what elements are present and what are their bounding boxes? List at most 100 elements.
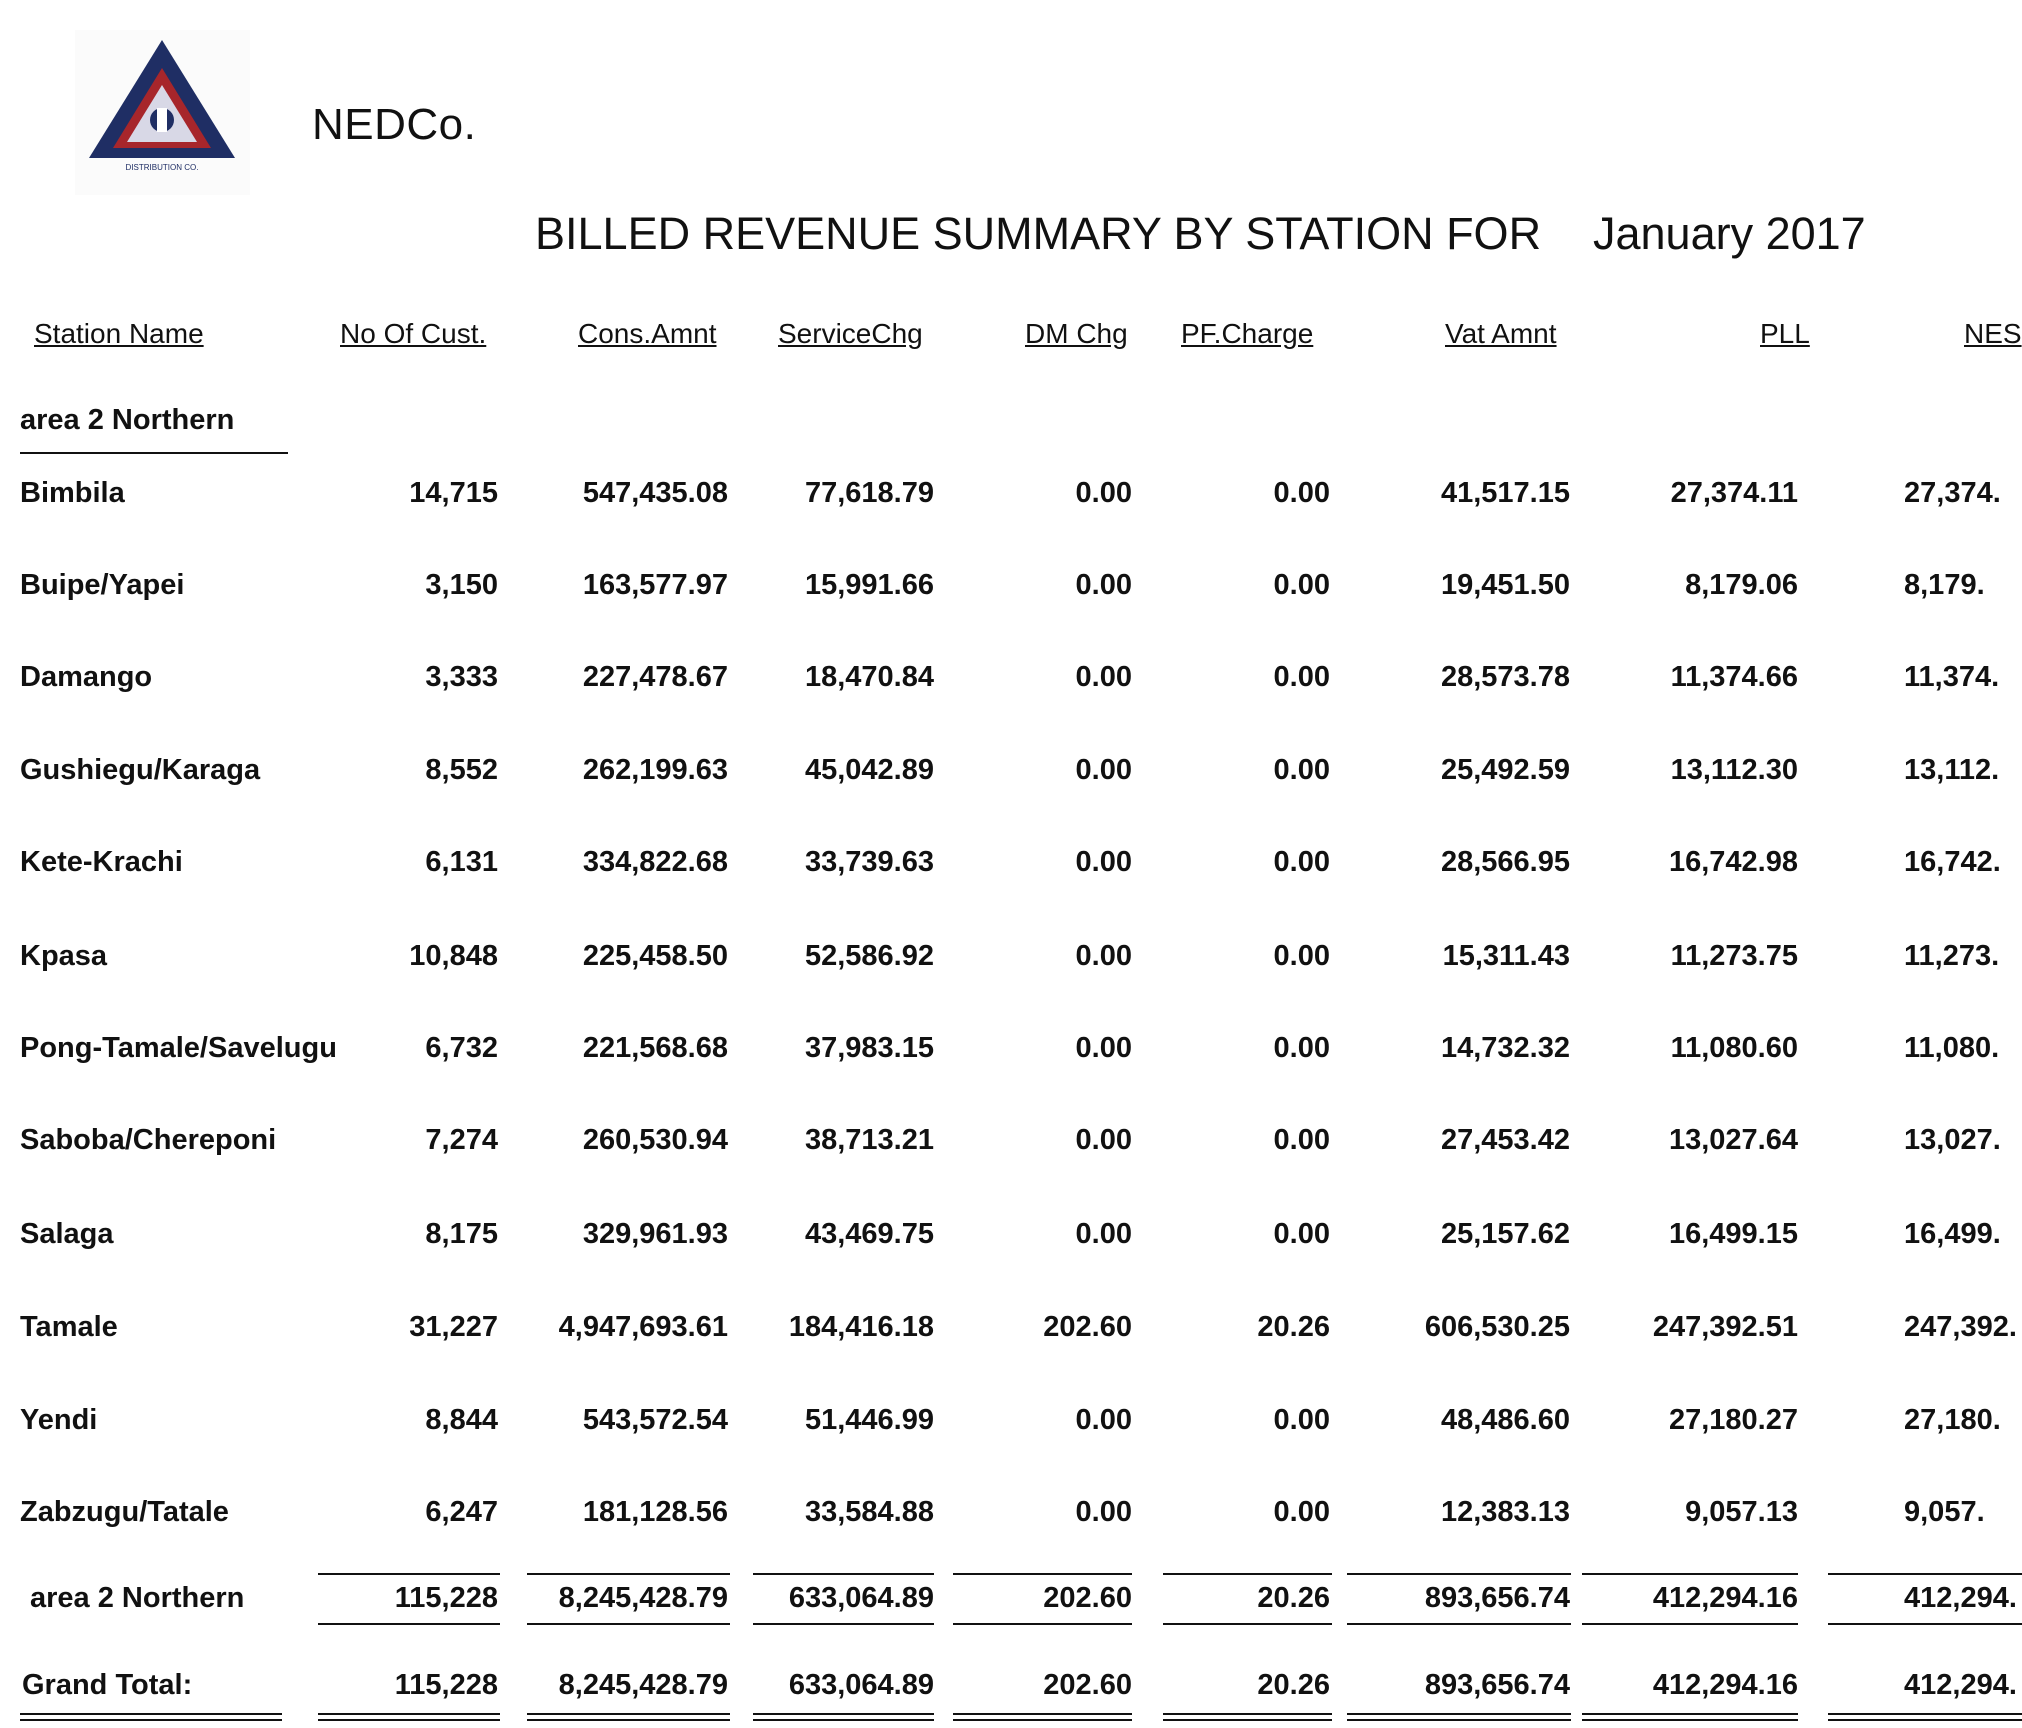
grand-total-customer-count: 115,228: [394, 1669, 498, 1701]
column-header-cons-amnt: Cons.Amnt: [578, 318, 717, 349]
subtotal-top-rule: [753, 1573, 934, 1575]
cons-amount: 262,199.63: [582, 754, 728, 786]
service-charge: 38,713.21: [804, 1124, 934, 1156]
column-header-dm-chg: DM Chg: [1025, 318, 1128, 349]
vat-amount: 28,566.95: [1440, 846, 1570, 878]
report-title: BILLED REVENUE SUMMARY BY STATION FOR: [535, 208, 1542, 259]
customer-count: 8,175: [425, 1218, 498, 1250]
column-header-pf-charge: PF.Charge: [1181, 318, 1314, 349]
service-charge: 184,416.18: [788, 1311, 934, 1343]
customer-count: 6,732: [425, 1032, 498, 1064]
subtotal-row: area 2 Northern 115,228 8,245,428.79 633…: [0, 1582, 2022, 1622]
pf-charge: 0.00: [1273, 1404, 1330, 1436]
subtotal-bottom-rule: [527, 1623, 730, 1625]
customer-count: 31,227: [409, 1311, 498, 1343]
grand-total-double-rule: [1347, 1719, 1571, 1721]
vat-amount: 48,486.60: [1440, 1404, 1570, 1436]
nes-amount: 11,273.: [1904, 940, 2000, 972]
vat-amount: 15,311.43: [1442, 940, 1570, 972]
subtotal-label: area 2 Northern: [30, 1582, 245, 1614]
subtotal-top-rule: [318, 1573, 500, 1575]
dm-charge: 0.00: [1075, 754, 1132, 786]
vat-amount: 28,573.78: [1440, 661, 1570, 693]
pll-amount: 13,112.30: [1670, 754, 1798, 786]
table-row: Tamale 31,227 4,947,693.61 184,416.18 20…: [0, 1311, 2022, 1351]
pf-charge: 0.00: [1273, 1496, 1330, 1528]
pll-amount: 9,057.13: [1685, 1496, 1798, 1528]
table-row: Yendi 8,844 543,572.54 51,446.99 0.00 0.…: [0, 1404, 2022, 1444]
nes-amount: 9,057.: [1904, 1496, 1985, 1528]
subtotal-bottom-rule: [1163, 1623, 1332, 1625]
pf-charge: 20.26: [1257, 1311, 1330, 1343]
dm-charge: 0.00: [1075, 1218, 1132, 1250]
pll-amount: 11,273.75: [1670, 940, 1798, 972]
grand-total-double-rule: [1582, 1719, 1798, 1721]
customer-count: 3,150: [425, 569, 498, 601]
service-charge: 37,983.15: [804, 1032, 934, 1064]
column-header-vat-amnt: Vat Amnt: [1445, 318, 1557, 349]
table-row: Zabzugu/Tatale 6,247 181,128.56 33,584.8…: [0, 1496, 2022, 1536]
vat-amount: 12,383.13: [1440, 1496, 1570, 1528]
station-name: Tamale: [20, 1311, 118, 1343]
nes-amount: 16,499.: [1904, 1218, 2001, 1250]
service-charge: 33,584.88: [804, 1496, 934, 1528]
pll-amount: 16,499.15: [1668, 1218, 1798, 1250]
column-header-station-name: Station Name: [34, 318, 204, 349]
grand-total-double-rule: [527, 1713, 730, 1715]
station-name: Zabzugu/Tatale: [20, 1496, 229, 1528]
pll-amount: 11,080.60: [1670, 1032, 1798, 1064]
station-name: Saboba/Chereponi: [20, 1124, 277, 1156]
customer-count: 14,715: [409, 477, 498, 509]
subtotal-top-rule: [1347, 1573, 1571, 1575]
pf-charge: 0.00: [1273, 940, 1330, 972]
grand-total-pll-amount: 412,294.16: [1652, 1669, 1798, 1701]
grand-total-row: Grand Total: 115,228 8,245,428.79 633,06…: [0, 1669, 2022, 1709]
vat-amount: 25,157.62: [1440, 1218, 1570, 1250]
grand-total-double-rule: [953, 1713, 1132, 1715]
grand-total-double-rule: [1828, 1713, 2022, 1715]
table-row: Saboba/Chereponi 7,274 260,530.94 38,713…: [0, 1124, 2022, 1164]
cons-amount: 329,961.93: [582, 1218, 728, 1250]
station-name: Damango: [20, 661, 153, 693]
pll-amount: 13,027.64: [1668, 1124, 1798, 1156]
grand-total-double-rule: [1163, 1719, 1332, 1721]
cons-amount: 221,568.68: [582, 1032, 728, 1064]
pll-amount: 8,179.06: [1685, 569, 1798, 601]
subtotal-nes-amount: 412,294.: [1904, 1582, 2017, 1614]
subtotal-bottom-rule: [1582, 1623, 1798, 1625]
subtotal-top-rule: [953, 1573, 1132, 1575]
subtotal-bottom-rule: [1828, 1623, 2022, 1625]
station-name: Kete-Krachi: [20, 846, 183, 878]
vat-amount: 41,517.15: [1440, 477, 1570, 509]
column-header-nes: NES: [1964, 318, 2022, 349]
grand-total-double-rule: [1163, 1713, 1332, 1715]
grand-total-double-rule: [20, 1719, 282, 1721]
customer-count: 6,247: [425, 1496, 498, 1528]
station-name: Buipe/Yapei: [20, 569, 185, 601]
station-name: Pong-Tamale/Savelugu: [20, 1032, 337, 1064]
table-row: Buipe/Yapei 3,150 163,577.97 15,991.66 0…: [0, 569, 2022, 609]
cons-amount: 547,435.08: [582, 477, 728, 509]
dm-charge: 0.00: [1075, 477, 1132, 509]
subtotal-pll-amount: 412,294.16: [1652, 1582, 1798, 1614]
column-header-service-chg: ServiceChg: [778, 318, 923, 349]
grand-total-nes-amount: 412,294.: [1904, 1669, 2017, 1701]
nes-amount: 8,179.: [1904, 569, 1985, 601]
column-header-pll: PLL: [1760, 318, 1810, 349]
customer-count: 8,552: [425, 754, 498, 786]
service-charge: 15,991.66: [804, 569, 934, 601]
table-row: Kpasa 10,848 225,458.50 52,586.92 0.00 0…: [0, 940, 2022, 980]
grand-total-double-rule: [20, 1713, 282, 1715]
pll-amount: 27,374.11: [1670, 477, 1798, 509]
vat-amount: 25,492.59: [1440, 754, 1570, 786]
service-charge: 51,446.99: [804, 1404, 934, 1436]
group-heading: area 2 Northern: [20, 404, 235, 436]
subtotal-top-rule: [1828, 1573, 2022, 1575]
pll-amount: 247,392.51: [1652, 1311, 1798, 1343]
dm-charge: 0.00: [1075, 569, 1132, 601]
cons-amount: 181,128.56: [582, 1496, 728, 1528]
column-header-no-of-cust: No Of Cust.: [340, 318, 487, 349]
customer-count: 3,333: [425, 661, 498, 693]
pf-charge: 0.00: [1273, 1218, 1330, 1250]
dm-charge: 0.00: [1075, 1032, 1132, 1064]
